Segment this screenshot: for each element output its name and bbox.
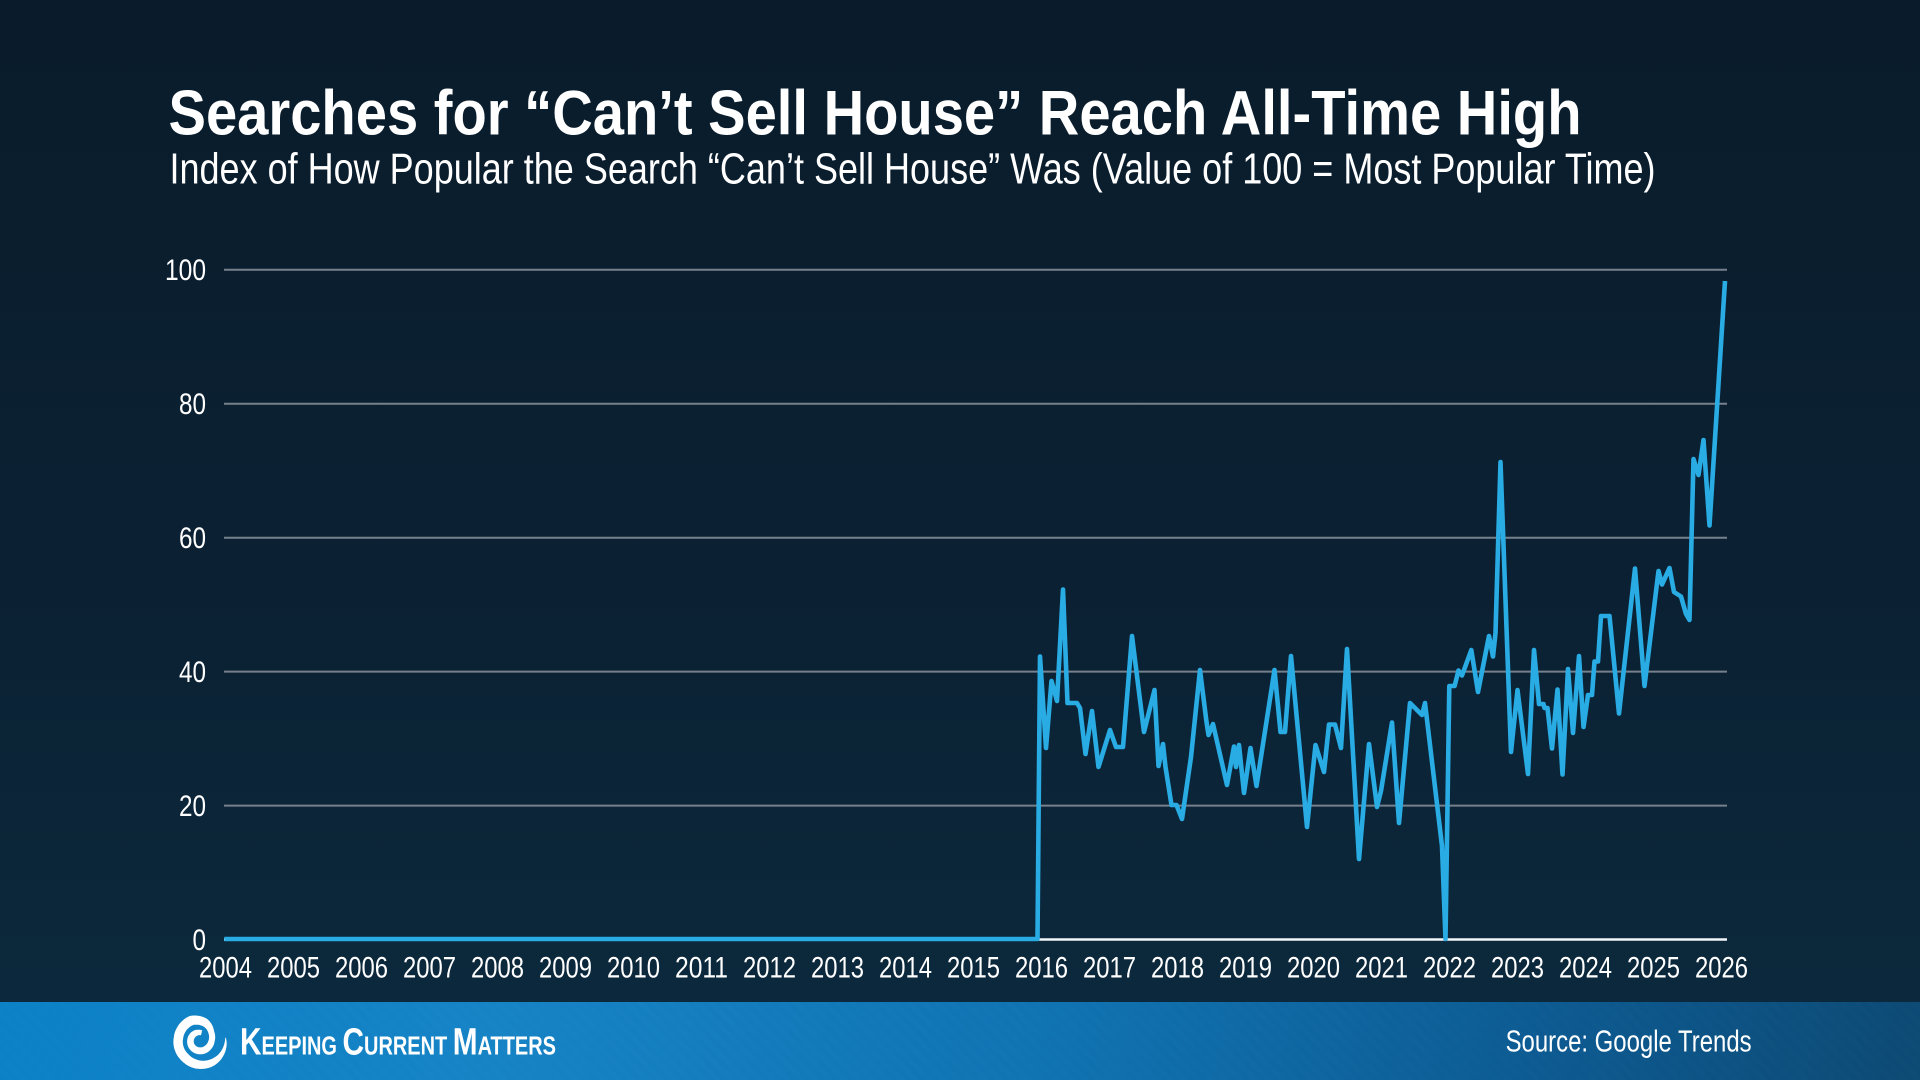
svg-text:100: 100 (165, 254, 206, 287)
svg-text:2012: 2012 (743, 952, 796, 985)
svg-text:80: 80 (179, 388, 206, 421)
svg-text:2013: 2013 (811, 952, 864, 985)
svg-text:2015: 2015 (947, 952, 1000, 985)
svg-text:40: 40 (179, 656, 206, 689)
svg-text:KEEPING CURRENT MATTERS: KEEPING CURRENT MATTERS (240, 1022, 556, 1064)
svg-text:2006: 2006 (335, 952, 388, 985)
svg-text:Index of How Popular the Searc: Index of How Popular the Search “Can’t S… (170, 146, 1656, 194)
svg-text:2005: 2005 (267, 952, 320, 985)
svg-text:2023: 2023 (1491, 952, 1544, 985)
svg-text:2019: 2019 (1219, 952, 1272, 985)
svg-text:2011: 2011 (675, 952, 728, 985)
svg-text:2025: 2025 (1627, 952, 1680, 985)
svg-text:2020: 2020 (1287, 952, 1340, 985)
svg-text:2008: 2008 (471, 952, 524, 985)
svg-text:2009: 2009 (539, 952, 592, 985)
svg-text:2022: 2022 (1423, 952, 1476, 985)
svg-text:2021: 2021 (1355, 952, 1408, 985)
svg-text:2007: 2007 (403, 952, 456, 985)
svg-text:Searches for “Can’t Sell House: Searches for “Can’t Sell House” Reach Al… (169, 79, 1582, 149)
svg-text:2018: 2018 (1151, 952, 1204, 985)
svg-text:0: 0 (193, 924, 207, 957)
svg-text:2014: 2014 (879, 952, 932, 985)
svg-text:60: 60 (179, 522, 206, 555)
svg-text:2017: 2017 (1083, 952, 1136, 985)
svg-text:2016: 2016 (1015, 952, 1068, 985)
svg-text:Source: Google Trends: Source: Google Trends (1506, 1024, 1752, 1059)
svg-text:2010: 2010 (607, 952, 660, 985)
svg-text:2004: 2004 (199, 952, 252, 985)
svg-text:20: 20 (179, 790, 206, 823)
svg-text:2024: 2024 (1559, 952, 1612, 985)
svg-text:2026: 2026 (1695, 952, 1748, 985)
